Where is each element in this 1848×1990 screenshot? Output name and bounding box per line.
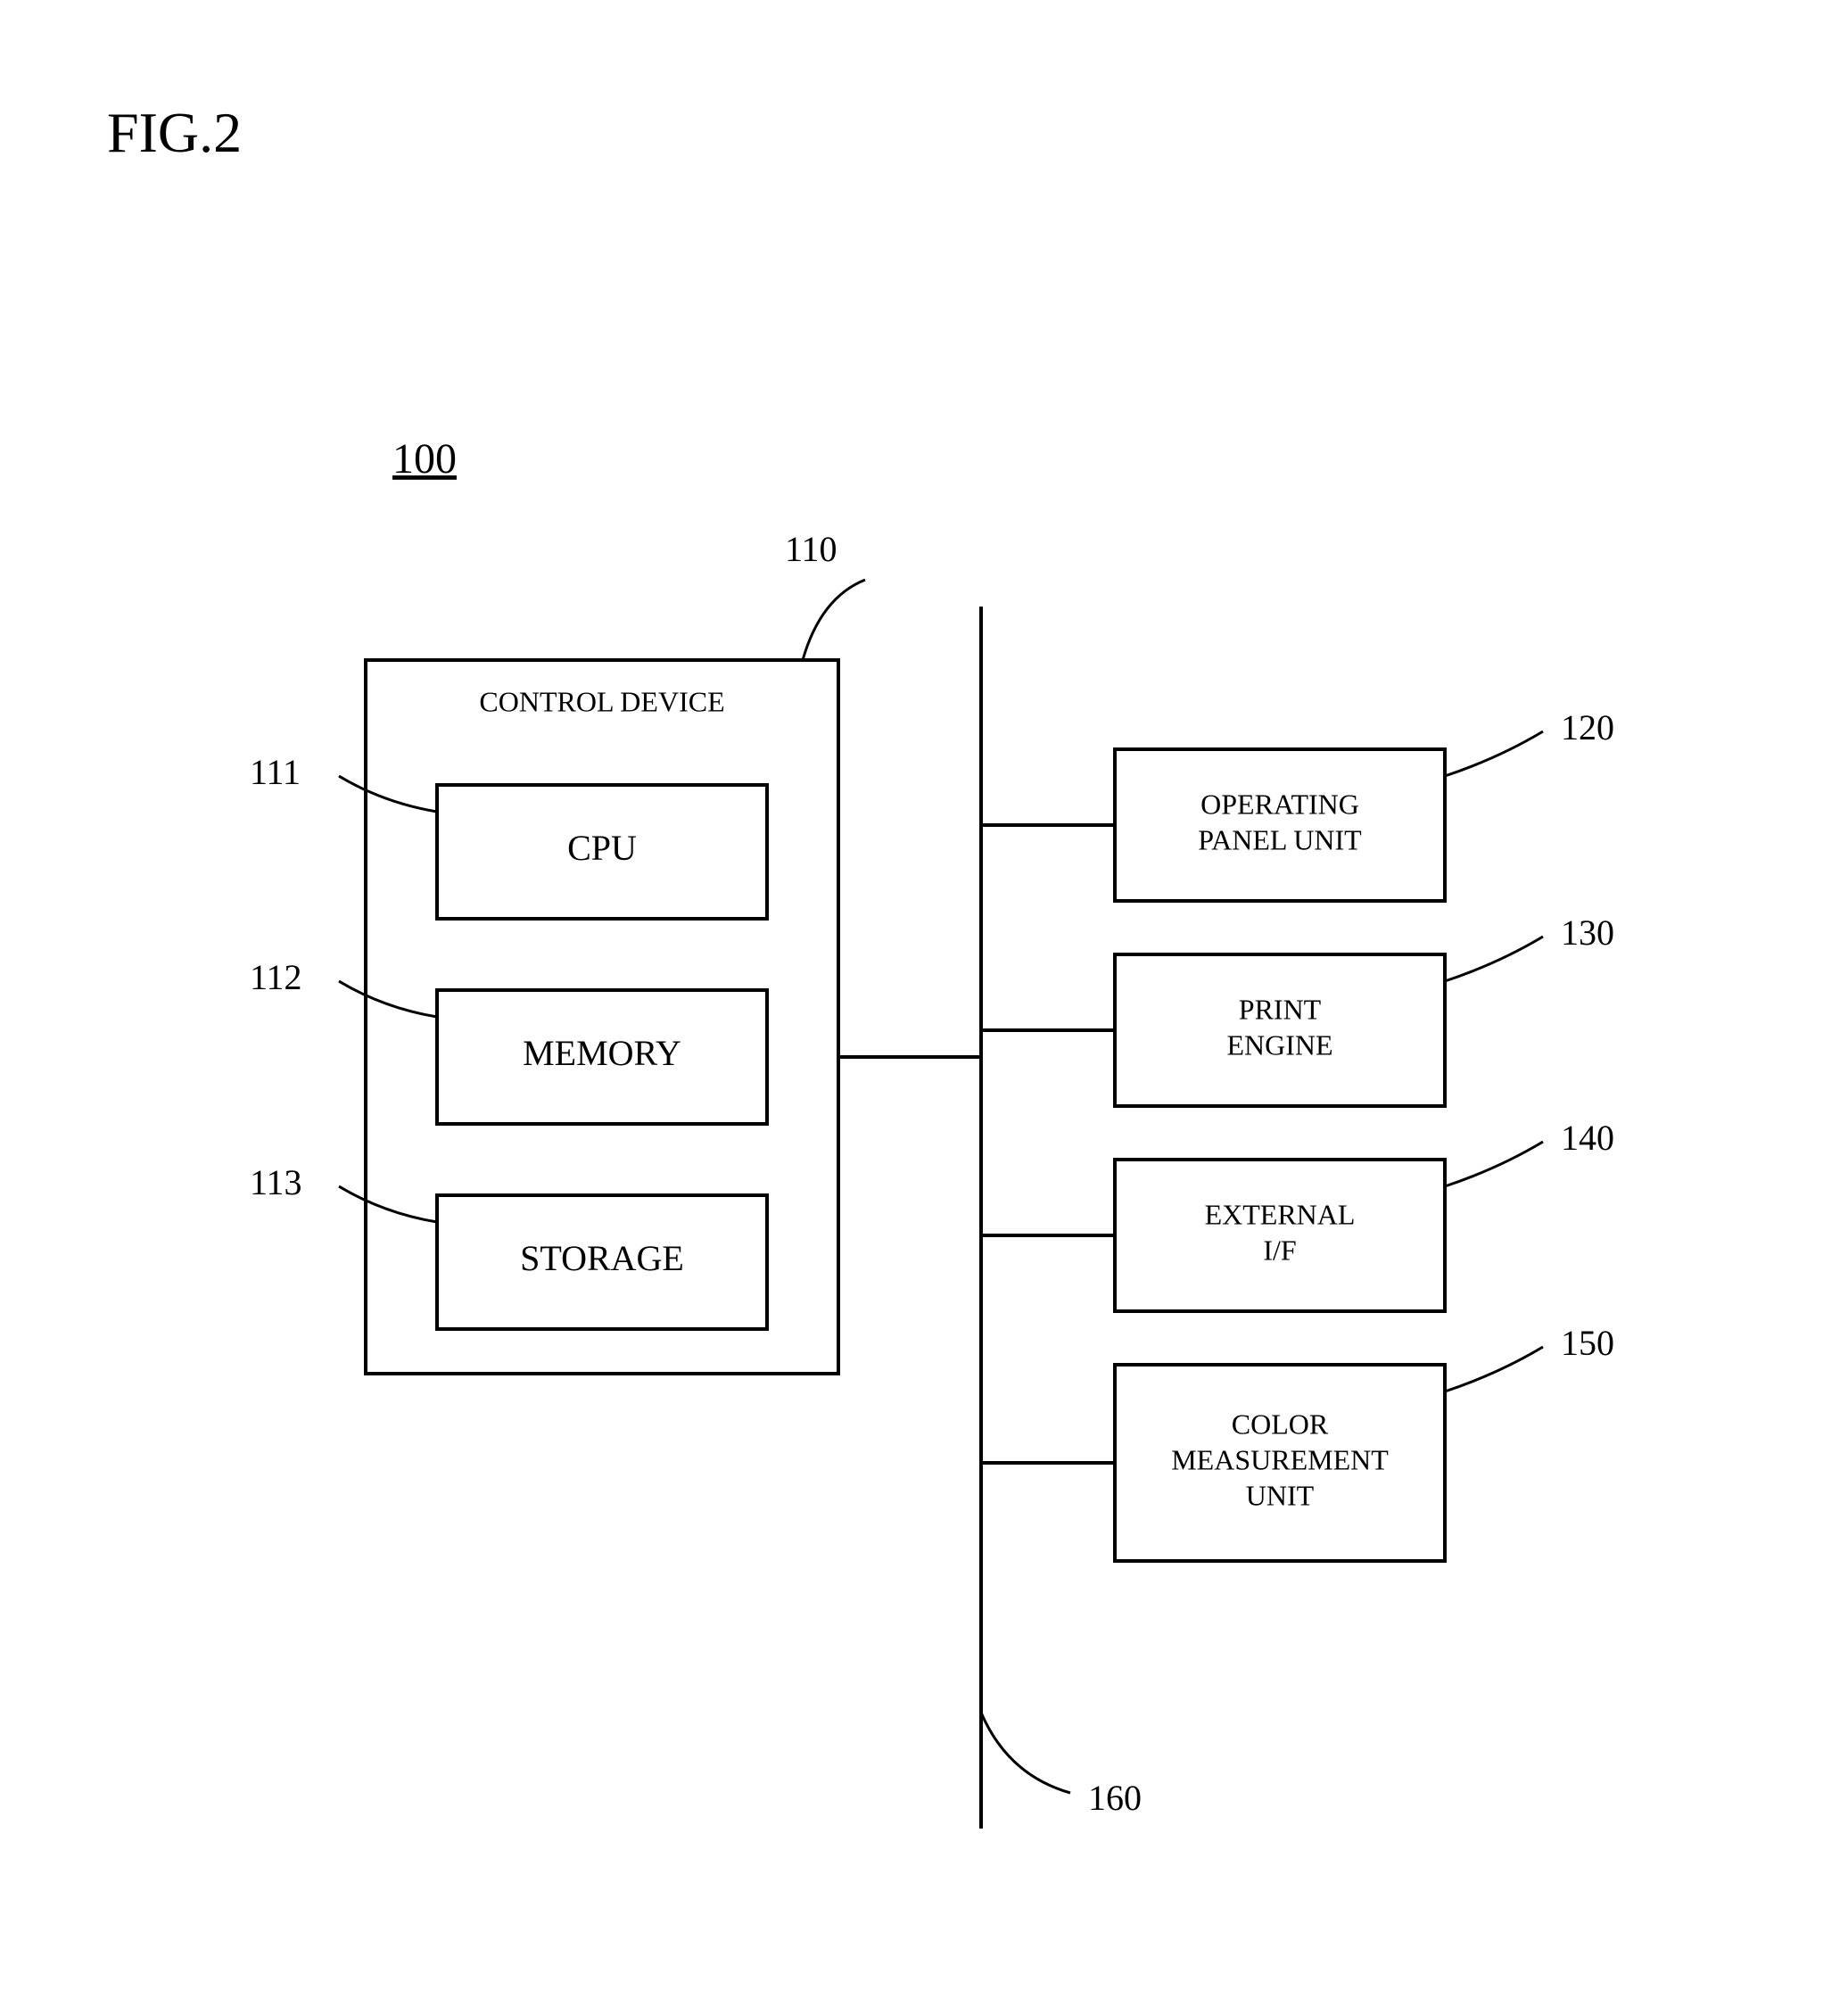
system-ref: 100 [392, 435, 457, 483]
cd-block-leader-1 [339, 981, 437, 1017]
peripheral-leader-1 [1445, 937, 1543, 981]
peripheral-leader-2 [1445, 1142, 1543, 1186]
peripheral-label-3-0: COLOR [1232, 1408, 1329, 1440]
peripheral-label-0-0: OPERATING [1200, 788, 1359, 820]
peripheral-label-3-2: UNIT [1246, 1479, 1315, 1511]
cd-block-leader-2 [339, 1186, 437, 1222]
peripheral-ref-2: 140 [1561, 1118, 1614, 1158]
peripheral-label-1-0: PRINT [1239, 993, 1322, 1025]
peripheral-label-0-1: PANEL UNIT [1198, 823, 1362, 855]
bus-leader [981, 1713, 1070, 1793]
peripheral-label-2-0: EXTERNAL [1205, 1198, 1356, 1230]
peripheral-label-2-1: I/F [1263, 1234, 1296, 1266]
cd-block-label-1: MEMORY [523, 1033, 681, 1073]
peripheral-ref-0: 120 [1561, 707, 1614, 747]
bus-ref: 160 [1088, 1778, 1142, 1818]
peripheral-leader-3 [1445, 1347, 1543, 1391]
cd-block-leader-0 [339, 776, 437, 812]
cd-block-ref-0: 111 [250, 752, 301, 792]
cd-block-label-2: STORAGE [520, 1238, 684, 1278]
peripheral-ref-3: 150 [1561, 1323, 1614, 1363]
figure-title: FIG.2 [107, 101, 242, 164]
cd-block-label-0: CPU [567, 828, 637, 868]
peripheral-label-3-1: MEASUREMENT [1171, 1443, 1389, 1475]
control-device-leader [803, 580, 865, 660]
peripheral-label-1-1: ENGINE [1226, 1028, 1332, 1061]
cd-block-ref-1: 112 [250, 957, 302, 997]
control-device-title: CONTROL DEVICE [479, 685, 724, 717]
peripheral-ref-1: 130 [1561, 912, 1614, 953]
control-device-ref: 110 [785, 529, 837, 569]
peripheral-leader-0 [1445, 731, 1543, 776]
cd-block-ref-2: 113 [250, 1162, 302, 1202]
